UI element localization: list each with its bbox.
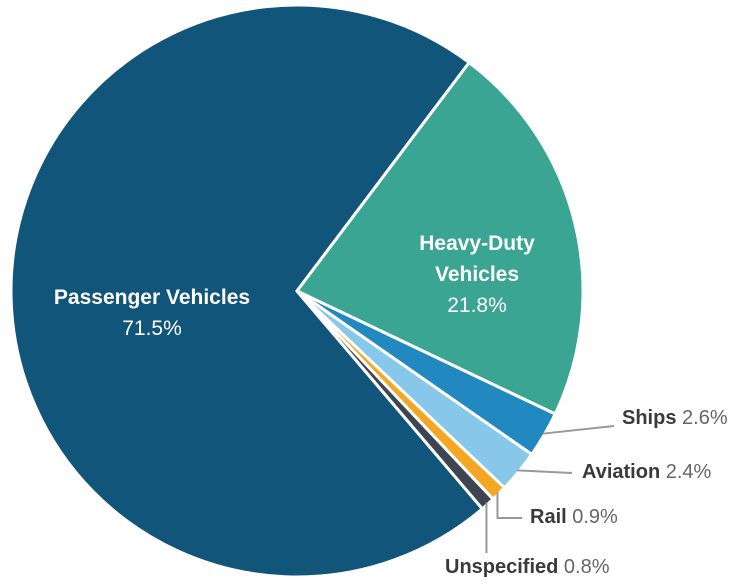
slice-name: Ships — [622, 407, 676, 429]
leader-line — [517, 469, 573, 474]
slice-name: Aviation — [582, 461, 660, 483]
leader-line — [542, 425, 615, 435]
slice-label: Aviation 2.4% — [582, 461, 712, 483]
slice-value: 2.6% — [682, 407, 728, 429]
slice-value: 0.8% — [564, 556, 610, 578]
slice-value: 21.8% — [447, 294, 507, 317]
slice-name: Heavy-Duty Vehicles — [419, 232, 535, 286]
slice-name: Passenger Vehicles — [53, 286, 251, 309]
slice-label: Rail 0.9% — [530, 506, 618, 528]
leader-line — [496, 492, 522, 519]
slice-value: 71.5% — [122, 317, 182, 340]
slice-label: Ships 2.6% — [622, 407, 728, 429]
pie-slice — [9, 3, 484, 579]
slice-label: Heavy-Duty Vehicles 21.8% — [402, 228, 552, 321]
slice-label-box: Heavy-Duty Vehicles 21.8% — [402, 228, 552, 321]
slice-name: Unspecified — [445, 556, 558, 578]
slice-label: Passenger Vehicles 71.5% — [22, 282, 282, 344]
slice-value: 2.4% — [666, 461, 712, 483]
slice-value: 0.9% — [572, 506, 618, 528]
pie-slice — [295, 289, 495, 511]
pie-slice — [295, 61, 585, 416]
slice-label-box: Passenger Vehicles 71.5% — [22, 282, 282, 344]
slice-name: Rail — [530, 506, 567, 528]
slice-label: Unspecified 0.8% — [445, 556, 610, 578]
